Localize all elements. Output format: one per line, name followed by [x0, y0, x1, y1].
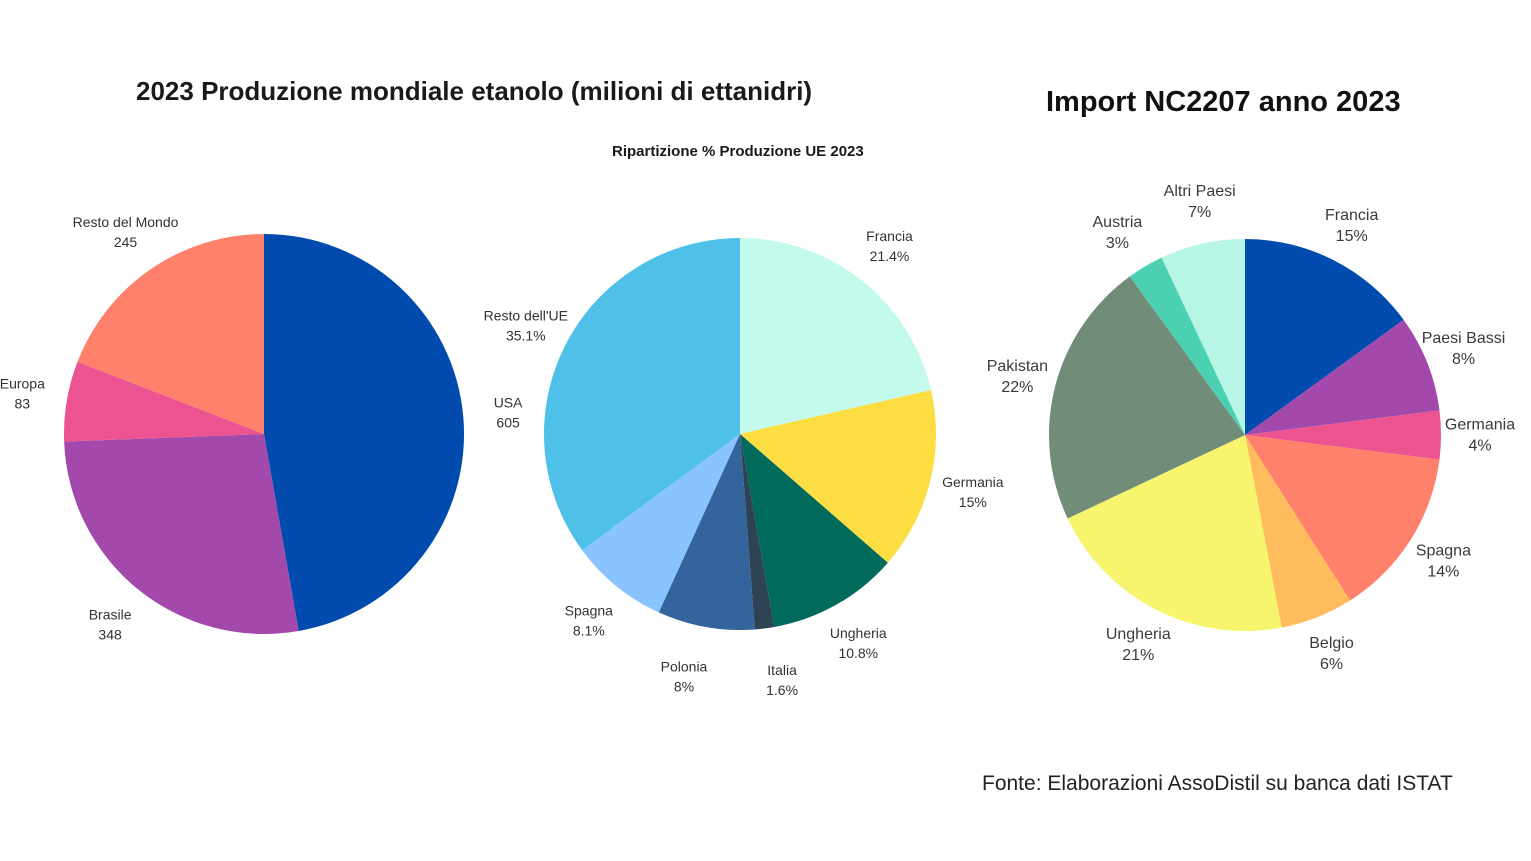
import-slice-austria [1129, 257, 1245, 435]
eu-slice-italia [740, 434, 775, 630]
eu-pie-chart: Francia 21.4% Germania 15% Ungheria 10.8% Ital… [484, 228, 1004, 698]
import-label-value: 3% [1106, 235, 1129, 252]
world-label-value: 83 [15, 396, 31, 412]
eu-label-francia: Francia 21.4% [866, 228, 913, 264]
eu-label-name: Polonia [661, 658, 708, 674]
import-label-name: Francia [1325, 207, 1378, 224]
world-label-europa: Europa 83 [0, 376, 45, 412]
eu-slice-resto-dell-ue [544, 238, 740, 551]
eu-label-value: 8.1% [573, 622, 605, 638]
eu-label-value: 10.8% [838, 645, 878, 661]
world-label-brasile: Brasile 348 [89, 607, 132, 643]
source-note: Fonte: Elaborazioni AssoDistil su banca … [982, 772, 1453, 795]
import-label-name: Ungheria [1106, 626, 1171, 643]
eu-slice-spagna [582, 434, 740, 613]
eu-label-name: Germania [942, 474, 1004, 490]
eu-label-name: Spagna [565, 602, 613, 618]
import-label-name: Austria [1093, 214, 1143, 231]
import-label-name: Altri Paesi [1164, 183, 1236, 200]
eu-slice-ungheria [740, 434, 888, 627]
import-label-name: Pakistan [987, 358, 1048, 375]
eu-label-name: Ungheria [830, 625, 887, 641]
eu-label-value: 21.4% [870, 248, 910, 264]
world-chart-title: 2023 Produzione mondiale etanolo (milion… [136, 76, 813, 106]
eu-label-value: 1.6% [766, 682, 798, 698]
world-label-name: USA [494, 395, 523, 411]
import-slice-francia [1245, 239, 1404, 435]
import-label-name: Paesi Bassi [1422, 330, 1506, 347]
eu-label-spagna: Spagna 8.1% [565, 602, 613, 638]
import-slice-ungheria [1067, 435, 1282, 632]
import-label-pakistan: Pakistan 22% [987, 358, 1048, 396]
eu-label-resto-dell-ue: Resto dell'UE 35.1% [484, 308, 568, 344]
eu-chart-title: Ripartizione % Produzione UE 2023 [612, 143, 864, 160]
import-slice-pakistan [1048, 276, 1245, 519]
import-label-value: 21% [1122, 647, 1154, 664]
import-label-belgio: Belgio 6% [1309, 635, 1354, 673]
import-label-value: 4% [1468, 438, 1491, 455]
eu-label-ungheria: Ungheria 10.8% [830, 625, 887, 661]
import-label-value: 15% [1336, 228, 1368, 245]
import-label-spagna: Spagna 14% [1416, 542, 1471, 580]
eu-label-italia: Italia 1.6% [766, 662, 798, 698]
import-label-value: 6% [1320, 656, 1343, 673]
import-label-value: 22% [1001, 379, 1033, 396]
world-label-name: Europa [0, 376, 45, 392]
world-pie-chart: USA 605 Brasile 348 Europa 83 Resto del Mondo 2… [0, 214, 523, 643]
world-label-usa: USA 605 [494, 395, 523, 431]
eu-label-name: Francia [866, 228, 913, 244]
import-label-name: Belgio [1309, 635, 1354, 652]
eu-label-polonia: Polonia 8% [661, 658, 708, 694]
world-label-value: 348 [98, 627, 122, 643]
import-pie-chart: Francia 15% Paesi Bassi 8% Germania 4% Spagna 1… [987, 183, 1516, 673]
eu-label-value: 15% [959, 494, 987, 510]
world-slice-brasile [64, 434, 299, 635]
world-label-name: Brasile [89, 607, 132, 623]
world-slice-europa [63, 361, 264, 442]
eu-label-name: Resto dell'UE [484, 308, 568, 324]
import-label-paesi-bassi: Paesi Bassi 8% [1422, 330, 1506, 368]
world-slice-resto-del-mondo [77, 234, 264, 434]
import-label-altri-paesi: Altri Paesi 7% [1164, 183, 1236, 221]
world-label-name: Resto del Mondo [73, 214, 179, 230]
world-label-value: 605 [496, 415, 520, 431]
eu-label-value: 35.1% [506, 328, 546, 344]
import-label-austria: Austria 3% [1093, 214, 1143, 252]
import-label-value: 14% [1427, 563, 1459, 580]
import-chart-title: Import NC2207 anno 2023 [1046, 86, 1401, 118]
import-label-ungheria: Ungheria 21% [1106, 626, 1171, 664]
eu-label-germania: Germania 15% [942, 474, 1004, 510]
import-label-name: Spagna [1416, 542, 1471, 559]
import-slice-altri-paesi [1161, 239, 1245, 435]
world-label-value: 245 [114, 234, 138, 250]
eu-slice-polonia [658, 434, 755, 630]
import-label-germania: Germania 4% [1445, 417, 1515, 455]
import-label-value: 8% [1452, 351, 1475, 368]
import-label-value: 7% [1188, 204, 1211, 221]
eu-label-name: Italia [767, 662, 797, 678]
import-slice-belgio [1245, 435, 1351, 628]
eu-label-value: 8% [674, 678, 694, 694]
world-slice-usa [264, 234, 465, 631]
eu-slice-germania [740, 390, 937, 563]
world-label-resto-del-mondo: Resto del Mondo 245 [73, 214, 179, 250]
eu-slice-francia [740, 238, 932, 434]
import-slice-paesi-bassi [1245, 319, 1440, 435]
import-slice-spagna [1245, 435, 1440, 601]
import-label-francia: Francia 15% [1325, 207, 1378, 245]
import-slice-germania [1245, 410, 1441, 460]
import-label-name: Germania [1445, 417, 1515, 434]
